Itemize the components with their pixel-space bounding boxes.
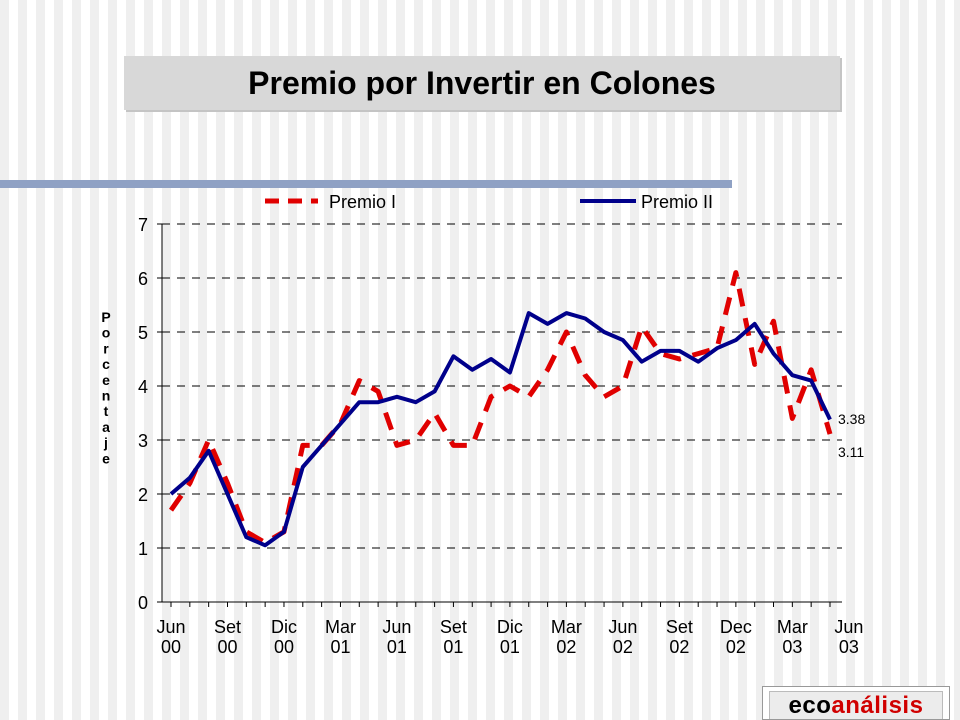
x-tick-label: Jun — [834, 617, 863, 637]
y-axis-label-letter: o — [102, 325, 111, 341]
legend-label-premio-ii: Premio II — [641, 192, 713, 212]
y-axis-label-letter: t — [104, 403, 109, 419]
y-axis-label-letter: j — [103, 435, 108, 451]
end-label-premio-ii: 3.38 — [838, 411, 865, 427]
y-tick-label: 1 — [138, 539, 148, 559]
y-tick-label: 5 — [138, 323, 148, 343]
y-tick-label: 2 — [138, 485, 148, 505]
series-line-premio-ii — [169, 311, 832, 548]
x-tick-label: Set — [214, 617, 241, 637]
logo-text-eco: eco — [788, 691, 832, 719]
x-tick-label: Dic — [497, 617, 523, 637]
x-tick-label: 00 — [217, 637, 237, 657]
x-tick-label: Dec — [720, 617, 752, 637]
y-axis-label-letter: r — [103, 340, 109, 356]
end-labels: 3.11 3.38 — [838, 411, 865, 460]
x-tick-label: 02 — [669, 637, 689, 657]
legend: Premio I Premio II — [265, 192, 713, 212]
x-axis-ticks: Jun00Set00Dic00Mar01Jun01Set01Dic01Mar02… — [156, 602, 863, 657]
x-tick-label: 00 — [161, 637, 181, 657]
x-tick-label: Mar — [325, 617, 356, 637]
x-tick-label: Jun — [382, 617, 411, 637]
x-tick-label: 02 — [726, 637, 746, 657]
ecoanalisis-logo: eco análisis — [762, 686, 950, 720]
x-tick-label: 00 — [274, 637, 294, 657]
y-axis-label-letter: e — [102, 450, 110, 466]
x-tick-label: 01 — [330, 637, 350, 657]
series-lines — [168, 270, 833, 548]
x-tick-label: Jun — [156, 617, 185, 637]
x-tick-label: Jun — [608, 617, 637, 637]
chart-axes — [161, 224, 842, 603]
x-tick-label: 03 — [782, 637, 802, 657]
y-tick-label: 6 — [138, 269, 148, 289]
grid-lines — [162, 223, 842, 549]
y-axis-ticks: 0 1 2 3 4 5 6 7 — [138, 215, 162, 613]
x-tick-label: Mar — [551, 617, 582, 637]
legend-label-premio-i: Premio I — [329, 192, 396, 212]
x-tick-label: Dic — [271, 617, 297, 637]
y-tick-label: 4 — [138, 377, 148, 397]
y-axis-label-letter: a — [102, 419, 110, 435]
y-axis-label-letter: P — [101, 309, 110, 325]
title-divider — [0, 180, 732, 188]
y-tick-label: 7 — [138, 215, 148, 235]
y-axis-label-letter: e — [102, 372, 110, 388]
x-tick-label: 02 — [556, 637, 576, 657]
logo-text-analisis: análisis — [831, 691, 924, 719]
y-tick-label: 3 — [138, 431, 148, 451]
x-tick-label: Mar — [777, 617, 808, 637]
x-tick-label: 02 — [613, 637, 633, 657]
x-tick-label: 03 — [839, 637, 859, 657]
x-tick-label: 01 — [387, 637, 407, 657]
y-axis-label-letter: n — [102, 388, 111, 404]
x-tick-label: 01 — [443, 637, 463, 657]
y-tick-label: 0 — [138, 593, 148, 613]
x-tick-label: Set — [440, 617, 467, 637]
y-axis-label-letter: c — [102, 356, 110, 372]
end-label-premio-i: 3.11 — [838, 444, 864, 460]
x-tick-label: Set — [666, 617, 693, 637]
x-tick-label: 01 — [500, 637, 520, 657]
series-line-premio-i — [168, 270, 833, 546]
slide-title: Premio por Invertir en Colones — [124, 56, 840, 110]
